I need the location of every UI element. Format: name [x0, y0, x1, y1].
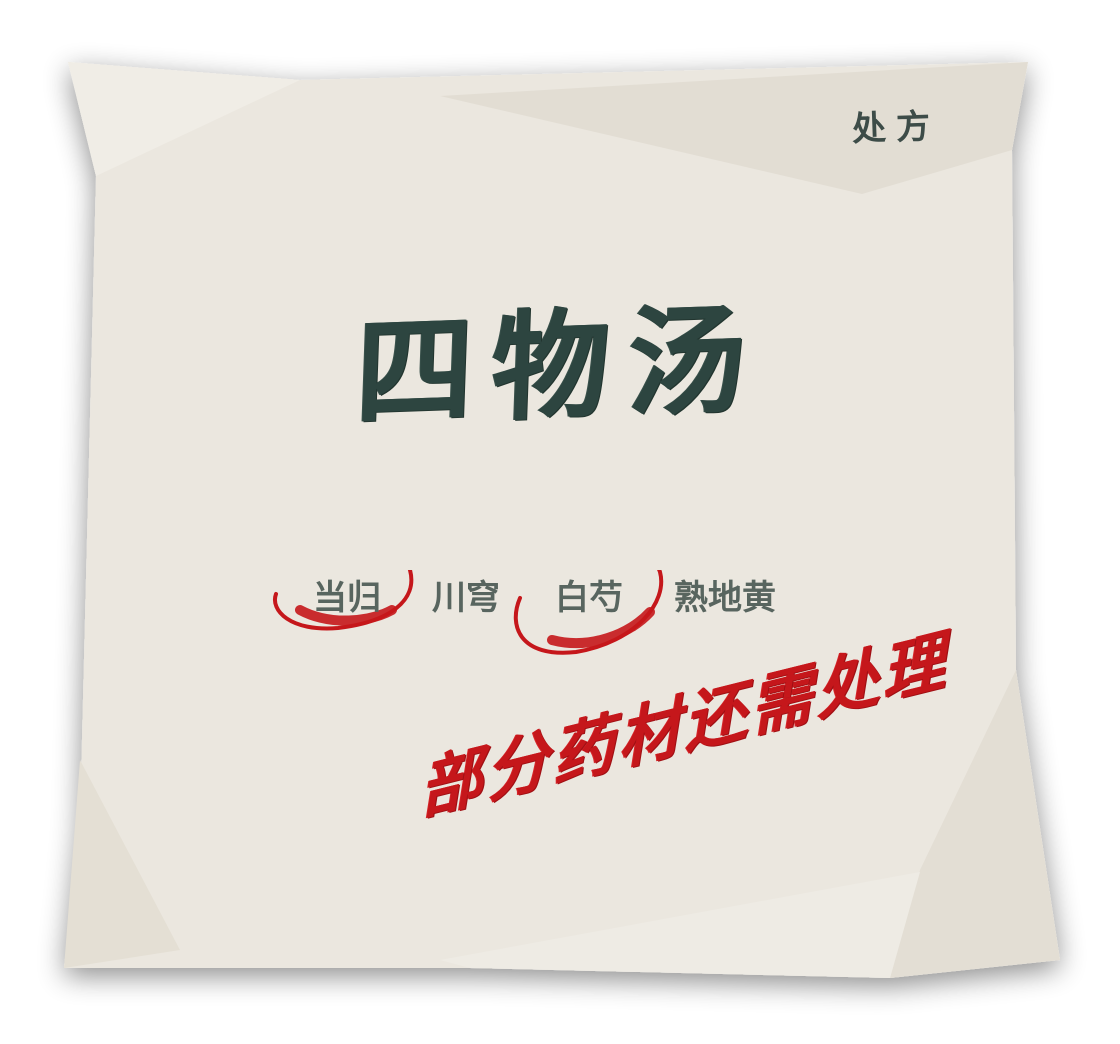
paper-fold-top	[440, 62, 1028, 194]
prescription-label: 处方	[851, 106, 941, 150]
formula-title: 四物汤	[353, 288, 766, 443]
herb-item-chuanxiong[interactable]: 川穹	[432, 578, 500, 618]
paper-fold-bottom	[440, 872, 920, 978]
circle-mark-icon	[513, 570, 664, 655]
herb-item-shudihuang[interactable]: 熟地黄	[674, 578, 776, 618]
red-circle-marks	[272, 570, 664, 655]
paper-fold-topleft	[68, 62, 300, 176]
paper-fold-bottomleft	[64, 760, 180, 968]
herb-item-baishao[interactable]: 白芍	[555, 578, 623, 618]
herb-item-danggui[interactable]: 当归	[313, 578, 381, 618]
paper-fold-bottomright	[890, 670, 1060, 978]
herb-list: 当归 川穹 白芍 熟地黄	[0, 570, 1120, 655]
circle-mark-icon	[272, 570, 414, 631]
paper-body	[64, 62, 1060, 978]
